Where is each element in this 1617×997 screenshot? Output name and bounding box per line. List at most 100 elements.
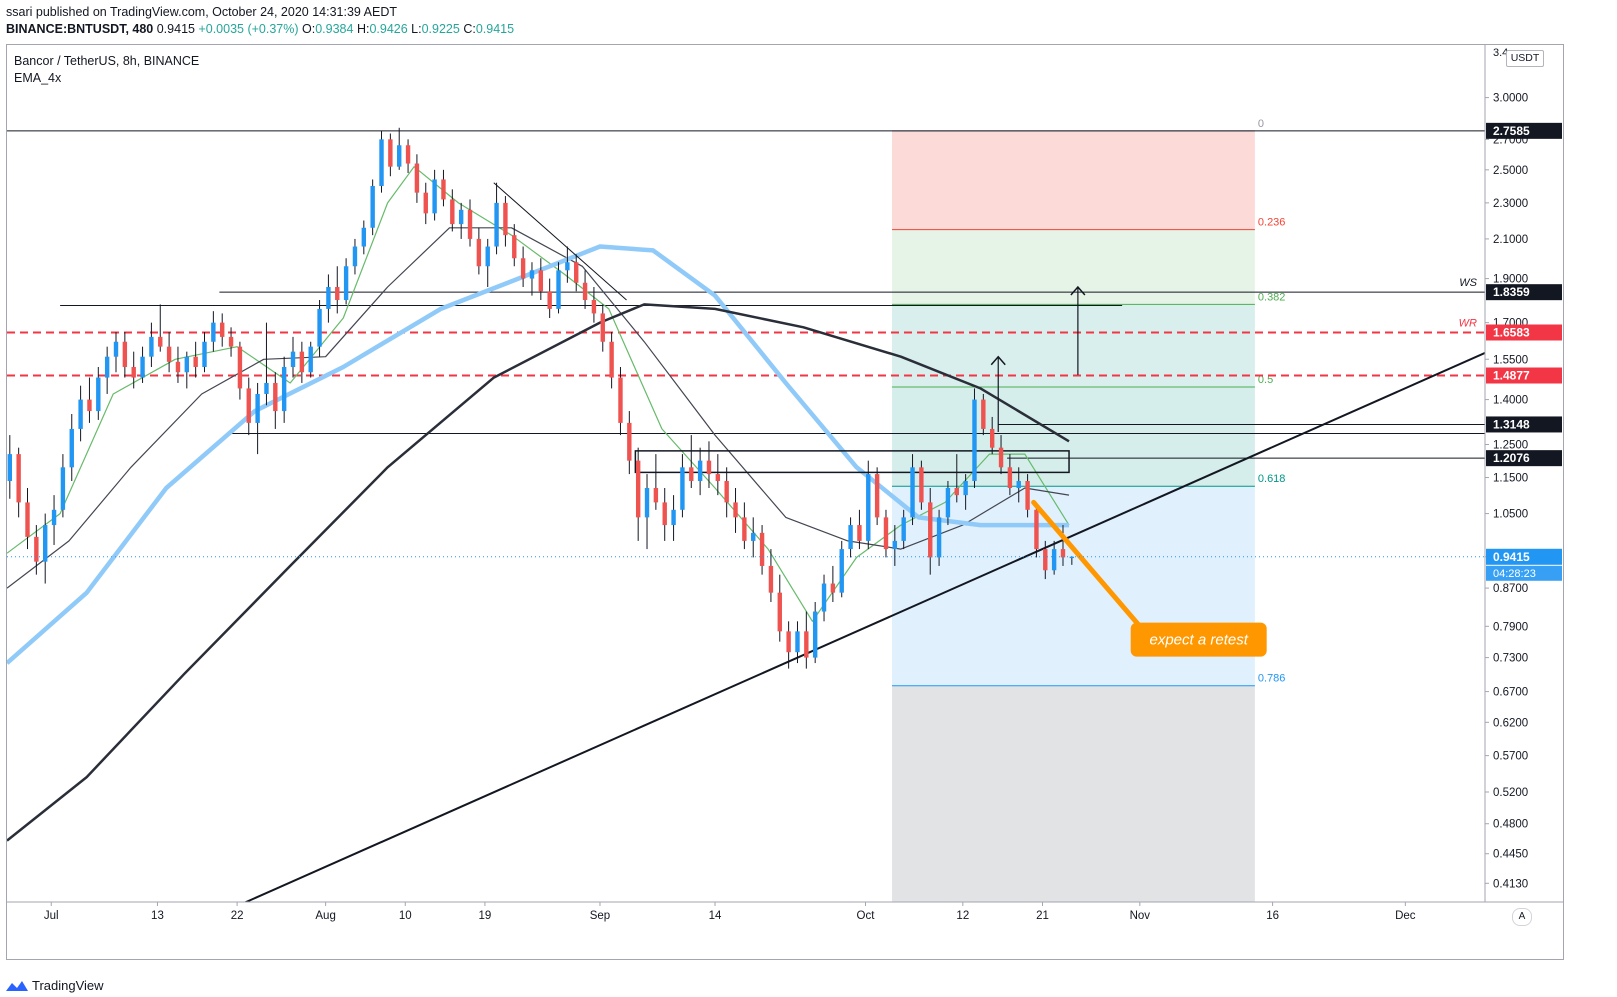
candle <box>290 336 296 378</box>
candle <box>467 199 473 247</box>
price-tick-label: 2.5000 <box>1493 165 1528 177</box>
high-value: 0.9426 <box>369 22 408 36</box>
symbol-label: BINANCE:BNTUSDT, 480 <box>6 22 154 36</box>
candle-body <box>556 270 561 309</box>
candle <box>866 460 871 550</box>
candle-body <box>450 199 455 225</box>
candle <box>379 130 384 193</box>
price-badge <box>1486 324 1562 341</box>
candle-body <box>680 467 685 510</box>
candle <box>202 332 207 373</box>
candle-body <box>175 361 181 373</box>
price-tick-label: 0.6200 <box>1493 717 1528 729</box>
candle <box>414 154 420 203</box>
candle <box>627 411 632 475</box>
candle-body <box>220 322 225 337</box>
candle <box>122 332 128 378</box>
candle-body <box>804 631 809 658</box>
candle-body <box>883 517 889 550</box>
currency-button[interactable]: USDT <box>1506 50 1544 67</box>
tradingview-logo[interactable]: TradingView <box>6 978 104 993</box>
candle-body <box>919 467 924 503</box>
fib-level-label: 0.786 <box>1258 673 1286 685</box>
candle-body <box>901 517 906 541</box>
candle <box>264 322 269 406</box>
candle <box>919 460 924 510</box>
candle-body <box>158 336 163 347</box>
candle-body <box>255 393 260 423</box>
price-tick-label: 0.4800 <box>1493 819 1528 831</box>
price-tick-label: 0.6700 <box>1493 687 1528 699</box>
candle-body <box>184 356 190 373</box>
candle-body <box>529 270 535 279</box>
candle-body <box>795 631 800 653</box>
open-value: 0.9384 <box>315 22 354 36</box>
candle <box>1051 540 1057 575</box>
auto-scale-button[interactable]: A <box>1512 908 1532 926</box>
candle-body <box>1025 480 1030 510</box>
price-badge-label: 2.7585 <box>1493 124 1530 138</box>
fib-level-label: 0.5 <box>1258 374 1273 386</box>
candle-body <box>299 351 305 373</box>
candle <box>441 169 446 207</box>
retest-arrow <box>1031 499 1143 629</box>
time-tick-label: 10 <box>399 910 412 922</box>
fib-level-label: 0.618 <box>1258 473 1286 485</box>
candle-body <box>945 487 951 518</box>
candle <box>1007 454 1013 496</box>
price-badge <box>1486 284 1562 301</box>
candle-body <box>122 341 128 367</box>
candle-body <box>928 502 933 558</box>
candle <box>582 270 588 309</box>
footer <box>0 962 1617 997</box>
price-tick-label: 0.4130 <box>1493 878 1528 890</box>
candle <box>512 224 517 267</box>
candle <box>653 454 659 510</box>
candle-body <box>51 509 57 526</box>
candle <box>538 258 544 301</box>
candle <box>874 467 880 526</box>
candle-body <box>874 474 880 518</box>
candle <box>981 393 986 436</box>
candle-body <box>574 262 579 283</box>
candle <box>308 341 313 378</box>
price-badge-label: 1.8359 <box>1493 285 1530 299</box>
candle-body <box>246 388 251 423</box>
candle-body <box>317 308 322 347</box>
candle-body <box>600 313 605 342</box>
candle-body <box>503 202 508 236</box>
candle-body <box>512 235 517 259</box>
countdown-label: 04:28:23 <box>1493 568 1536 580</box>
price-tick-label: 2.1000 <box>1493 234 1528 246</box>
candle-body <box>16 454 21 503</box>
ema-line-2 <box>7 227 1070 589</box>
indicator-label[interactable]: EMA_4x <box>14 71 62 85</box>
candle <box>662 487 667 541</box>
candle <box>361 220 367 255</box>
candle <box>671 495 676 541</box>
candle <box>175 346 181 383</box>
candle <box>839 540 844 598</box>
time-tick-label: 12 <box>956 910 969 922</box>
candle <box>60 454 66 518</box>
candle <box>1034 502 1039 558</box>
candle <box>405 139 411 174</box>
candle-body <box>751 532 756 541</box>
candle <box>848 517 853 558</box>
last-price: 0.9415 <box>156 22 195 36</box>
candle <box>591 287 597 323</box>
ohlc-bar: BINANCE:BNTUSDT, 480 0.9415 +0.0035 (+0.… <box>6 22 514 36</box>
series-title: Bancor / TetherUS, 8h, BINANCE <box>14 54 200 68</box>
candle <box>237 341 243 400</box>
candle <box>494 182 499 255</box>
candle-body <box>653 487 659 503</box>
candle-body <box>140 356 145 378</box>
candle-body <box>326 287 331 309</box>
candle-body <box>1043 549 1048 571</box>
candle <box>804 611 809 669</box>
candle <box>343 258 349 305</box>
candle <box>140 346 145 383</box>
time-tick-label: Oct <box>857 910 876 922</box>
candle-body <box>1069 556 1075 559</box>
